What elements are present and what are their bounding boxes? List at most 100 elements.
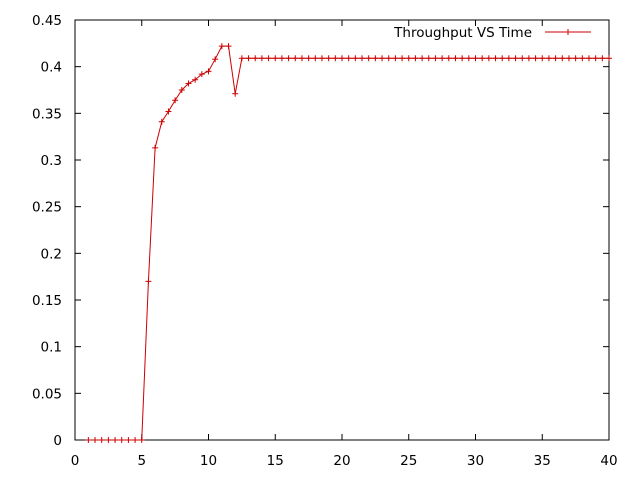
data-point bbox=[432, 55, 439, 62]
data-point bbox=[479, 55, 486, 62]
data-point bbox=[285, 55, 292, 62]
data-point bbox=[425, 55, 432, 62]
x-tick-label: 10 bbox=[200, 453, 217, 469]
data-point bbox=[552, 55, 559, 62]
x-tick-label: 0 bbox=[71, 453, 80, 469]
data-point bbox=[519, 55, 526, 62]
data-point bbox=[112, 437, 119, 443]
data-point bbox=[365, 55, 372, 62]
data-point bbox=[412, 55, 419, 62]
data-point bbox=[205, 68, 212, 75]
data-point bbox=[419, 55, 426, 62]
data-point bbox=[218, 43, 225, 50]
data-point bbox=[198, 71, 205, 78]
data-point bbox=[559, 55, 566, 62]
data-point bbox=[265, 55, 272, 62]
data-point bbox=[599, 55, 606, 62]
data-point bbox=[185, 80, 192, 87]
data-point bbox=[225, 43, 232, 50]
x-tick-label: 35 bbox=[534, 453, 551, 469]
data-point bbox=[572, 55, 579, 62]
data-point bbox=[105, 437, 112, 443]
data-point bbox=[232, 90, 239, 97]
data-point bbox=[272, 55, 279, 62]
data-point bbox=[445, 55, 452, 62]
data-point bbox=[505, 55, 512, 62]
data-point bbox=[439, 55, 446, 62]
data-point bbox=[399, 55, 406, 62]
data-point bbox=[565, 55, 572, 62]
data-point bbox=[492, 55, 499, 62]
data-point bbox=[539, 55, 546, 62]
data-point bbox=[452, 55, 459, 62]
y-tick-label: 0.15 bbox=[32, 293, 62, 309]
data-point bbox=[392, 55, 399, 62]
data-point bbox=[238, 55, 245, 62]
data-point bbox=[405, 55, 412, 62]
data-point bbox=[585, 55, 592, 62]
data-point bbox=[345, 55, 352, 62]
y-tick-label: 0.4 bbox=[41, 60, 62, 76]
x-tick-label: 15 bbox=[267, 453, 284, 469]
y-tick-label: 0.3 bbox=[41, 153, 62, 169]
data-point bbox=[258, 55, 265, 62]
x-tick-label: 30 bbox=[467, 453, 484, 469]
data-point bbox=[472, 55, 479, 62]
data-point bbox=[592, 55, 599, 62]
series-line bbox=[88, 45, 609, 441]
y-tick-label: 0.45 bbox=[32, 13, 62, 29]
y-tick-label: 0.1 bbox=[41, 340, 62, 356]
legend-label: Throughput VS Time bbox=[393, 25, 532, 41]
data-point bbox=[499, 55, 506, 62]
x-tick-label: 5 bbox=[137, 453, 146, 469]
data-point bbox=[379, 55, 386, 62]
y-tick-label: 0.05 bbox=[32, 386, 62, 402]
data-point bbox=[212, 56, 219, 63]
data-point bbox=[332, 55, 339, 62]
data-point bbox=[298, 55, 305, 62]
data-point bbox=[465, 55, 472, 62]
x-tick-label: 40 bbox=[600, 453, 617, 469]
data-point bbox=[318, 55, 325, 62]
legend: Throughput VS Time bbox=[393, 25, 591, 41]
data-point bbox=[305, 55, 312, 62]
data-point bbox=[278, 55, 285, 62]
data-point bbox=[532, 55, 539, 62]
y-tick-label: 0.25 bbox=[32, 200, 62, 216]
data-point bbox=[385, 55, 392, 62]
data-point bbox=[359, 55, 366, 62]
data-point bbox=[525, 55, 532, 62]
x-tick-label: 20 bbox=[333, 453, 350, 469]
data-point bbox=[158, 118, 165, 125]
data-point bbox=[165, 108, 172, 115]
data-point bbox=[352, 55, 359, 62]
data-point bbox=[172, 97, 179, 104]
data-point bbox=[92, 437, 99, 443]
data-point bbox=[292, 55, 299, 62]
data-point bbox=[339, 55, 345, 62]
data-point bbox=[145, 278, 152, 285]
data-point bbox=[138, 437, 145, 443]
data-point bbox=[252, 55, 259, 62]
data-point bbox=[312, 55, 319, 62]
data-point bbox=[459, 55, 466, 62]
data-point bbox=[98, 437, 105, 443]
data-point bbox=[132, 437, 139, 443]
data-point bbox=[178, 87, 185, 93]
data-point bbox=[245, 55, 252, 62]
y-axis: 0 0.05 0.1 0.15 0.2 0.25 0.3 0.35 0.4 0.45 bbox=[32, 13, 609, 449]
data-point bbox=[192, 76, 199, 83]
data-point bbox=[325, 55, 332, 62]
data-point bbox=[606, 55, 612, 62]
y-tick-label: 0.2 bbox=[41, 246, 62, 262]
x-tick-label: 25 bbox=[400, 453, 417, 469]
data-point bbox=[125, 437, 132, 443]
data-point bbox=[372, 55, 379, 62]
x-axis: 0 5 10 15 20 25 30 35 40 bbox=[71, 20, 618, 469]
data-point bbox=[512, 55, 519, 62]
data-point bbox=[85, 437, 92, 443]
series-group bbox=[85, 43, 612, 443]
y-tick-label: 0.35 bbox=[32, 106, 62, 122]
data-point bbox=[545, 55, 552, 62]
